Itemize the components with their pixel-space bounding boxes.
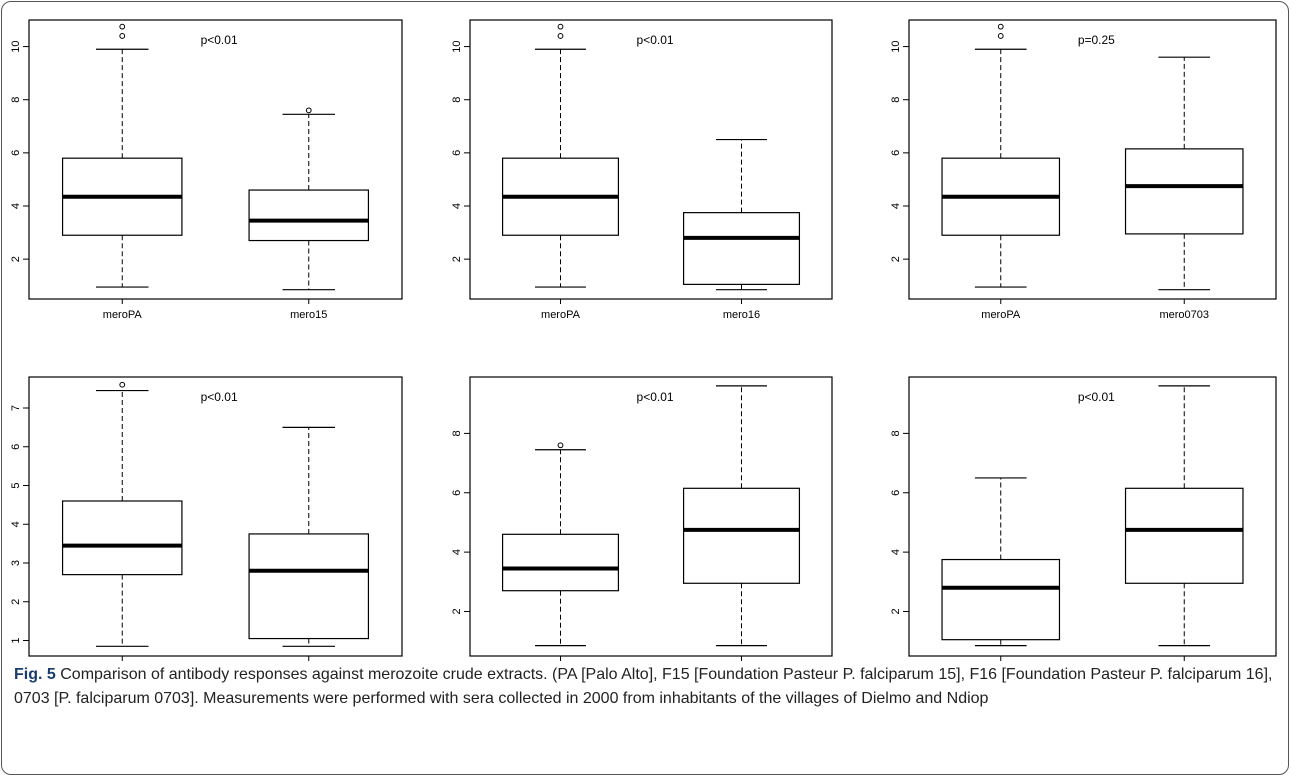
- outlier-point: [557, 442, 564, 449]
- y-tick-label: 10: [451, 40, 463, 52]
- outlier-point: [119, 23, 126, 30]
- y-tick-label: 6: [890, 150, 902, 156]
- y-tick-label: 6: [451, 490, 463, 496]
- box-plot-grid: 2 4 6 8 10 p<0.01 meroPA mero15 2 4 6 8 10 p<0.01 mero…: [10, 19, 1277, 661]
- y-tick-label: 4: [451, 203, 463, 209]
- outlier-point: [997, 23, 1004, 30]
- plot-frame: [908, 376, 1277, 657]
- outlier-point: [557, 23, 564, 30]
- iqr-box: [248, 189, 370, 242]
- x-tick-label: meroPA: [981, 309, 1021, 321]
- iqr-box: [61, 500, 183, 576]
- y-tick-label: 10: [10, 40, 22, 52]
- y-tick-label: 4: [451, 549, 463, 555]
- y-tick-label: 2: [10, 256, 22, 262]
- y-tick-label: 2: [451, 608, 463, 614]
- y-tick-label: 2: [451, 256, 463, 262]
- x-tick-label: mero15: [290, 309, 327, 321]
- y-tick-label: 5: [10, 482, 22, 488]
- y-tick-label: 7: [10, 405, 22, 411]
- y-tick-label: 6: [890, 490, 902, 496]
- iqr-box: [1124, 487, 1244, 584]
- outlier-point: [119, 33, 126, 39]
- caption-text: Comparison of antibody responses against…: [14, 666, 1273, 707]
- p-value-label: p<0.01: [1078, 390, 1115, 404]
- y-tick-label: 4: [10, 203, 22, 209]
- plot-frame: [28, 376, 403, 657]
- plot-frame: [908, 19, 1277, 300]
- y-tick-label: 8: [451, 430, 463, 436]
- p-value-label: p<0.01: [201, 390, 238, 404]
- iqr-box: [248, 533, 370, 640]
- y-tick-label: 8: [10, 97, 22, 103]
- outlier-point: [997, 33, 1004, 39]
- y-tick-label: 8: [451, 97, 463, 103]
- y-tick-label: 8: [890, 97, 902, 103]
- outlier-point: [305, 107, 312, 114]
- y-tick-label: 6: [10, 444, 22, 450]
- figure-caption: Fig. 5 Comparison of antibody responses …: [14, 663, 1280, 711]
- x-tick-label: mero0703: [1159, 309, 1209, 321]
- y-tick-label: 2: [890, 608, 902, 614]
- y-tick-label: 6: [10, 150, 22, 156]
- p-value-label: p=0.25: [1078, 33, 1115, 47]
- y-tick-label: 10: [890, 40, 902, 52]
- iqr-box: [682, 487, 801, 584]
- iqr-box: [941, 558, 1061, 641]
- p-value-label: p<0.01: [637, 390, 674, 404]
- y-tick-label: 8: [890, 430, 902, 436]
- iqr-box: [1124, 148, 1244, 235]
- iqr-box: [682, 212, 801, 285]
- p-value-label: p<0.01: [637, 33, 674, 47]
- plot-frame: [28, 19, 403, 300]
- y-tick-label: 4: [10, 521, 22, 527]
- x-tick-label: meroPA: [103, 309, 143, 321]
- outlier-point: [119, 381, 126, 388]
- y-tick-label: 4: [890, 203, 902, 209]
- y-tick-label: 3: [10, 560, 22, 566]
- iqr-box: [501, 533, 620, 592]
- x-tick-label: mero16: [723, 309, 760, 321]
- y-tick-label: 2: [890, 256, 902, 262]
- y-tick-label: 4: [890, 549, 902, 555]
- p-value-label: p<0.01: [201, 33, 238, 47]
- y-tick-label: 6: [451, 150, 463, 156]
- x-tick-label: meroPA: [541, 309, 581, 321]
- plot-frame: [469, 19, 833, 300]
- figure-label: Fig. 5: [14, 666, 56, 683]
- y-tick-label: 1: [10, 637, 22, 643]
- plot-frame: [469, 376, 833, 657]
- y-tick-label: 2: [10, 599, 22, 605]
- outlier-point: [557, 33, 564, 39]
